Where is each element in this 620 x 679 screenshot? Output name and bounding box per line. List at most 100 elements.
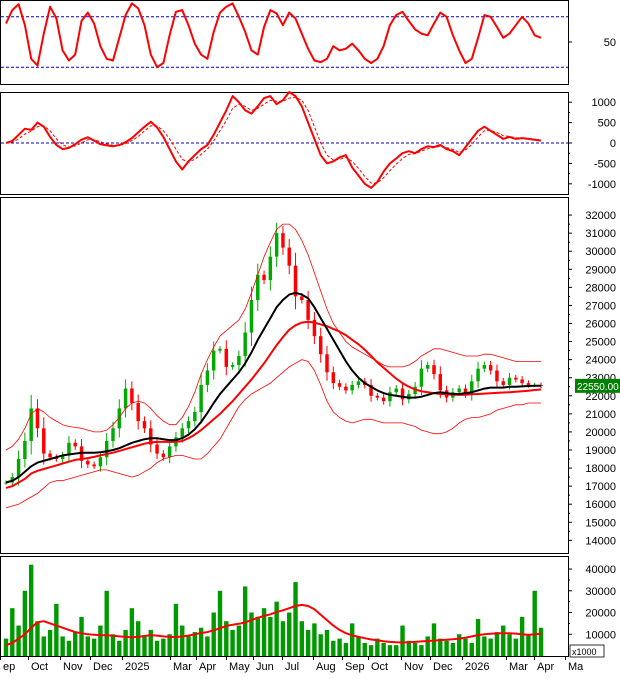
volume-tick-label: 20000 <box>585 608 616 620</box>
price-tick-label: 14000 <box>585 535 616 547</box>
volume-bar <box>419 645 424 656</box>
price-tick-label: 25000 <box>585 337 616 349</box>
price-candle <box>86 460 90 465</box>
volume-bar <box>538 627 544 656</box>
volume-bar <box>28 564 34 656</box>
volume-panel-frame <box>0 556 569 657</box>
price-candle <box>98 457 103 467</box>
price-candle <box>256 274 260 301</box>
volume-bar <box>387 645 393 656</box>
volume-bar <box>173 603 179 656</box>
volume-bar <box>54 603 59 656</box>
price-candle <box>243 332 247 357</box>
price-band-upper <box>5 223 541 451</box>
price-tick-label: 30000 <box>585 246 616 258</box>
last-price-label: 22550.00 <box>577 382 619 393</box>
x-axis-label: ep <box>3 661 15 673</box>
price-candle <box>262 274 266 281</box>
x-axis-label: Oct <box>371 661 388 673</box>
volume-bar <box>469 642 474 656</box>
x-axis-label: Jun <box>256 661 274 673</box>
volume-bar <box>66 640 72 656</box>
x-axis-label: Aug <box>316 661 336 673</box>
volume-tick-label: 30000 <box>585 586 616 598</box>
volume-bar <box>293 582 298 656</box>
price-tick-label: 20000 <box>585 427 616 439</box>
volume-unit-label: x1000 <box>572 647 597 657</box>
volume-bar <box>463 638 468 656</box>
price-panel-frame <box>0 197 569 554</box>
price-candle <box>337 383 342 387</box>
volume-bar <box>217 590 223 656</box>
price-candle <box>42 428 46 454</box>
macd-tick-label: 0 <box>610 138 616 150</box>
oscillator-panel-frame <box>0 0 569 85</box>
price-candle <box>35 408 40 429</box>
price-candle <box>520 379 524 384</box>
volume-bar <box>532 590 537 656</box>
price-candle <box>48 453 52 458</box>
volume-bar <box>394 645 399 656</box>
price-candle <box>92 464 96 467</box>
price-candle <box>425 365 430 369</box>
price-candle <box>16 459 21 478</box>
price-candle <box>67 442 71 456</box>
price-candle <box>514 377 518 380</box>
volume-bar <box>154 640 160 656</box>
x-axis-label: Mar <box>509 661 528 673</box>
price-candle <box>495 370 499 382</box>
x-axis-label: May <box>229 661 250 673</box>
volume-bar <box>444 640 449 656</box>
oscillator-tick-label: 50 <box>604 37 616 49</box>
volume-bar <box>507 634 512 656</box>
x-axis-label: Ma <box>568 661 584 673</box>
price-candle <box>369 384 373 396</box>
volume-bar <box>230 629 235 656</box>
price-candle <box>186 421 191 429</box>
x-axis-label: Mar <box>173 661 192 673</box>
volume-bar <box>343 642 349 656</box>
volume-tick-label: 10000 <box>585 629 616 641</box>
price-tick-label: 17000 <box>585 481 616 493</box>
volume-bar <box>324 629 330 656</box>
volume-bar <box>192 632 198 656</box>
volume-bar <box>381 642 386 656</box>
volume-bar <box>211 612 216 656</box>
price-candle <box>237 356 241 366</box>
price-candle <box>155 444 159 454</box>
price-candle <box>306 300 310 320</box>
volume-bar <box>242 586 248 656</box>
price-candle <box>482 365 487 369</box>
volume-bar <box>318 634 323 656</box>
price-candle <box>224 348 229 367</box>
volume-bar <box>186 636 191 656</box>
volume-bar <box>356 636 361 656</box>
x-axis-label: Nov <box>404 661 424 673</box>
price-candle <box>457 388 461 393</box>
volume-bar <box>167 634 172 656</box>
volume-bar <box>268 616 273 656</box>
volume-bar <box>305 629 311 656</box>
price-tick-label: 24000 <box>585 355 616 367</box>
price-candle <box>501 381 505 385</box>
price-tick-label: 28000 <box>585 282 616 294</box>
price-candle <box>249 300 254 333</box>
volume-bar <box>438 638 443 656</box>
price-candle <box>388 392 392 402</box>
volume-bar <box>98 625 103 656</box>
price-candle <box>136 403 140 422</box>
price-candle <box>211 350 216 371</box>
price-candle <box>205 370 210 385</box>
price-tick-label: 18000 <box>585 463 616 475</box>
volume-tick-label: 40000 <box>585 564 616 576</box>
price-candle <box>199 384 203 413</box>
volume-bar <box>255 616 260 656</box>
volume-bar <box>456 634 462 656</box>
volume-unit-box <box>569 644 605 658</box>
price-candle <box>111 428 115 441</box>
price-candle <box>130 388 134 404</box>
volume-bar <box>22 590 28 656</box>
volume-bar <box>47 629 53 656</box>
last-price-badge <box>575 378 620 393</box>
volume-bar <box>406 640 412 656</box>
